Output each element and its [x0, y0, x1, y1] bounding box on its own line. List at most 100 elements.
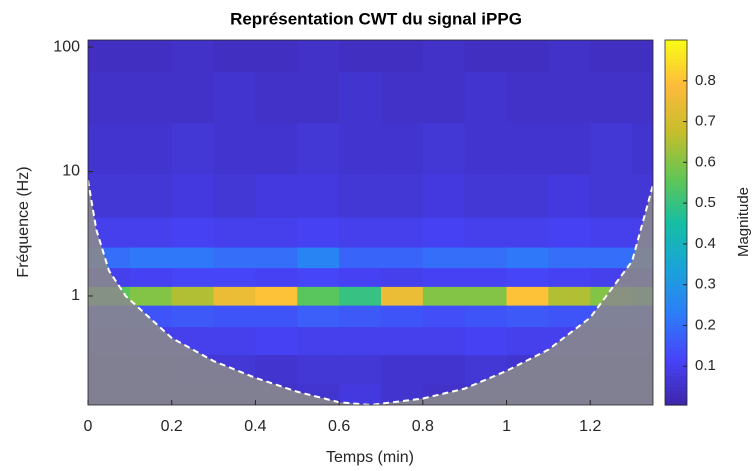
- colorbar-segment: [665, 397, 687, 402]
- heat-cell: [255, 217, 298, 249]
- colorbar-segment: [665, 43, 687, 48]
- heat-cell: [422, 327, 466, 356]
- heat-cell: [590, 40, 633, 73]
- heat-cell: [339, 174, 382, 219]
- colorbar-segment: [665, 98, 687, 103]
- heat-cell: [548, 305, 591, 328]
- colorbar-segment: [665, 324, 687, 329]
- heat-cell: [380, 286, 424, 307]
- colorbar-tick-label: 0.8: [695, 72, 716, 89]
- heat-cell: [380, 268, 424, 288]
- heat-cell: [464, 217, 508, 249]
- colorbar-segment: [665, 142, 687, 147]
- heat-cell: [464, 247, 508, 269]
- heat-cell: [632, 123, 653, 175]
- heat-cell: [297, 305, 340, 328]
- heat-cell: [171, 217, 215, 249]
- colorbar-segment: [665, 65, 687, 70]
- colorbar-segment: [665, 332, 687, 337]
- heat-cell: [464, 286, 508, 307]
- colorbar-segment: [665, 40, 687, 45]
- heat-cell: [380, 40, 424, 73]
- heat-cell: [548, 247, 591, 269]
- heat-cell: [297, 174, 340, 219]
- colorbar-segment: [665, 105, 687, 110]
- heat-cell: [297, 286, 340, 307]
- colorbar-segment: [665, 280, 687, 286]
- heat-cell: [213, 71, 256, 124]
- heat-cell: [422, 268, 466, 288]
- x-tick-label: 1.2: [579, 418, 601, 435]
- heat-cell: [255, 286, 298, 307]
- x-tick-label: 0.8: [412, 418, 434, 435]
- heat-cell: [464, 327, 508, 356]
- heat-cell: [590, 71, 633, 124]
- colorbar-segment: [665, 350, 687, 355]
- colorbar-tick-label: 0.1: [695, 357, 716, 374]
- heat-cell: [171, 268, 215, 288]
- heat-cell: [213, 123, 256, 175]
- heat-cell: [506, 286, 549, 307]
- heat-cell: [129, 247, 173, 269]
- colorbar-segment: [665, 368, 687, 373]
- heat-cell: [380, 327, 424, 356]
- colorbar-segment: [665, 328, 687, 333]
- colorbar-segment: [665, 346, 687, 351]
- heat-cell: [422, 123, 466, 175]
- heat-cell: [129, 123, 173, 175]
- colorbar-tick-label: 0.5: [695, 194, 716, 211]
- heat-cell: [380, 174, 424, 219]
- heat-cell: [590, 217, 633, 249]
- heat-cell: [255, 40, 298, 73]
- colorbar-segment: [665, 215, 687, 220]
- heat-cell: [129, 268, 173, 288]
- heat-cell: [339, 217, 382, 249]
- colorbar-segment: [665, 102, 687, 107]
- heat-cell: [129, 217, 173, 249]
- heat-cell: [297, 40, 340, 73]
- heat-cell: [548, 71, 591, 124]
- heat-cell: [339, 40, 382, 73]
- heat-cell: [129, 174, 173, 219]
- colorbar-segment: [665, 237, 687, 242]
- colorbar-segment: [665, 339, 687, 344]
- colorbar-segment: [665, 134, 687, 140]
- colorbar-segment: [665, 248, 687, 253]
- heat-cell: [171, 40, 215, 73]
- colorbar-segment: [665, 61, 687, 67]
- heat-cell: [422, 247, 466, 269]
- colorbar-segment: [665, 123, 687, 129]
- colorbar-segment: [665, 273, 687, 278]
- heat-cell: [297, 123, 340, 175]
- heat-cell: [88, 71, 131, 124]
- y-tick-label: 1: [71, 287, 80, 304]
- colorbar-segment: [665, 394, 687, 399]
- colorbar-segment: [665, 156, 687, 162]
- heat-cell: [255, 327, 298, 356]
- colorbar-segment: [665, 50, 687, 56]
- colorbar-segment: [665, 87, 687, 92]
- colorbar-segment: [665, 72, 687, 78]
- colorbar-segment: [665, 284, 687, 289]
- colorbar-segment: [665, 401, 687, 406]
- heat-cell: [213, 40, 256, 73]
- heat-cell: [422, 174, 466, 219]
- colorbar-segment: [665, 153, 687, 158]
- colorbar-segment: [665, 244, 687, 249]
- colorbar-segment: [665, 383, 687, 388]
- colorbar-segment: [665, 342, 687, 348]
- heat-cell: [213, 174, 256, 219]
- colorbar-segment: [665, 262, 687, 267]
- heat-cell: [255, 174, 298, 219]
- colorbar-segment: [665, 207, 687, 213]
- colorbar-segment: [665, 116, 687, 121]
- colorbar-segment: [665, 299, 687, 304]
- heatmap: [88, 40, 653, 405]
- heat-cell: [422, 217, 466, 249]
- colorbar-segment: [665, 375, 687, 381]
- heat-cell: [380, 123, 424, 175]
- heat-cell: [297, 247, 340, 269]
- colorbar-segment: [665, 94, 687, 99]
- heat-cell: [171, 247, 215, 269]
- heat-cell: [464, 268, 508, 288]
